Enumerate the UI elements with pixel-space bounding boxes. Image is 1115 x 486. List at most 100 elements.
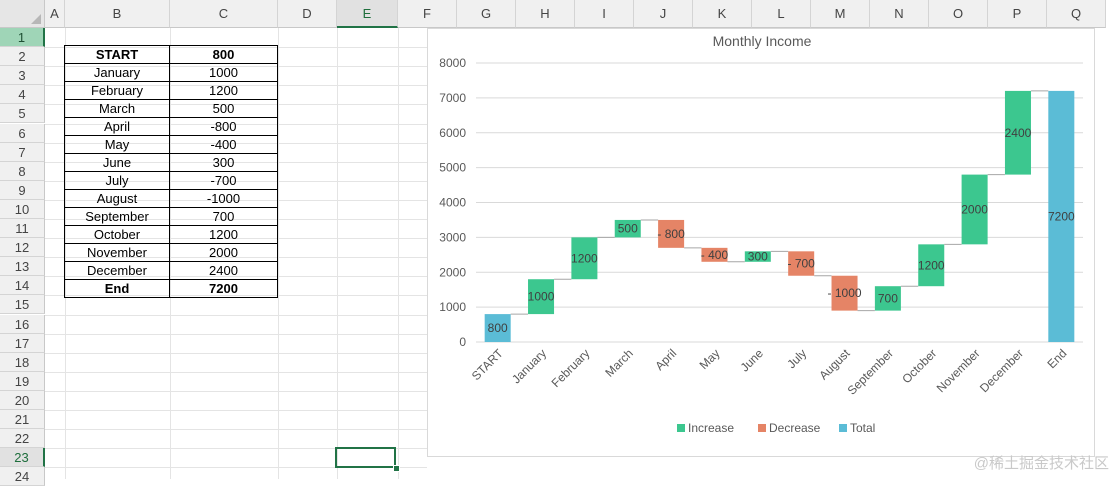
row-header-9[interactable]: 9 — [0, 180, 45, 200]
column-header-a[interactable]: A — [45, 0, 65, 28]
row-header-2[interactable]: 2 — [0, 47, 45, 67]
row-header-19[interactable]: 19 — [0, 371, 45, 391]
cell-month-label[interactable]: January — [64, 63, 170, 82]
cell-month-label[interactable]: August — [64, 189, 170, 208]
row-header-24[interactable]: 24 — [0, 467, 45, 486]
cell-month-label[interactable]: April — [64, 117, 170, 136]
row-header-14[interactable]: 14 — [0, 276, 45, 296]
cell-value[interactable]: 300 — [169, 153, 278, 172]
row-header-10[interactable]: 10 — [0, 199, 45, 219]
row-header-5[interactable]: 5 — [0, 104, 45, 124]
row-header-11[interactable]: 11 — [0, 219, 45, 239]
column-header-d[interactable]: D — [278, 0, 337, 28]
column-header-f[interactable]: F — [398, 0, 457, 28]
cell-month-label[interactable]: September — [64, 207, 170, 226]
y-tick-label: 2000 — [439, 265, 466, 279]
cell-value[interactable]: 700 — [169, 207, 278, 226]
row-header-15[interactable]: 15 — [0, 295, 45, 315]
column-header-l[interactable]: L — [752, 0, 811, 28]
column-header-e[interactable]: E — [337, 0, 398, 28]
bar-data-label: 800 — [488, 321, 508, 335]
cell-month-label[interactable]: July — [64, 171, 170, 190]
cell-value[interactable]: -400 — [169, 135, 278, 154]
table-row: December 2400 — [64, 261, 278, 280]
column-header-p[interactable]: P — [988, 0, 1047, 28]
row-header-23[interactable]: 23 — [0, 448, 45, 468]
active-cell-e23[interactable] — [335, 447, 396, 468]
watermark-text: @稀土掘金技术社区 — [973, 455, 1109, 472]
select-all-corner[interactable] — [0, 0, 45, 28]
table-row: START 800 — [64, 45, 278, 64]
column-header-j[interactable]: J — [634, 0, 693, 28]
cell-month-label[interactable]: February — [64, 81, 170, 100]
row-header-18[interactable]: 18 — [0, 352, 45, 372]
cell-value[interactable]: 1000 — [169, 63, 278, 82]
row-header-6[interactable]: 6 — [0, 123, 45, 143]
cell-value[interactable]: 2400 — [169, 261, 278, 280]
cell-value[interactable]: 1200 — [169, 225, 278, 244]
column-header-i[interactable]: I — [575, 0, 634, 28]
table-row: September 700 — [64, 207, 278, 226]
row-header-1[interactable]: 1 — [0, 28, 45, 48]
cell-value[interactable]: 500 — [169, 99, 278, 118]
cell-month-label[interactable]: End — [64, 279, 170, 298]
waterfall-bar — [614, 219, 641, 238]
cell-month-label[interactable]: March — [64, 99, 170, 118]
y-tick-label: 4000 — [439, 196, 466, 210]
cell-value[interactable]: -700 — [169, 171, 278, 190]
waterfall-bar — [961, 174, 988, 245]
row-header-12[interactable]: 12 — [0, 238, 45, 258]
column-header-m[interactable]: M — [811, 0, 870, 28]
row-header-17[interactable]: 17 — [0, 333, 45, 353]
cell-month-label[interactable]: November — [64, 243, 170, 262]
row-header-22[interactable]: 22 — [0, 429, 45, 449]
table-row: February 1200 — [64, 81, 278, 100]
cell-month-label[interactable]: June — [64, 153, 170, 172]
row-header-16[interactable]: 16 — [0, 314, 45, 334]
row-gridline — [45, 352, 427, 354]
y-tick-label: 3000 — [439, 230, 466, 244]
column-header-b[interactable]: B — [65, 0, 170, 28]
select-all-triangle-icon — [31, 14, 41, 24]
column-header-k[interactable]: K — [693, 0, 752, 28]
cell-value[interactable]: 800 — [169, 45, 278, 64]
y-tick-label: 8000 — [439, 56, 466, 70]
cell-value[interactable]: -800 — [169, 117, 278, 136]
cell-month-label[interactable]: START — [64, 45, 170, 64]
waterfall-chart[interactable]: Monthly Income 0 1000 2000 3000 4000 5000 6000… — [427, 28, 1095, 457]
column-header-h[interactable]: H — [516, 0, 575, 28]
cell-month-label[interactable]: May — [64, 135, 170, 154]
bar-data-label: - 400 — [701, 248, 729, 262]
cell-value[interactable]: -1000 — [169, 189, 278, 208]
row-header-3[interactable]: 3 — [0, 66, 45, 86]
row-header-4[interactable]: 4 — [0, 85, 45, 105]
x-tick-label: October — [899, 346, 939, 386]
cell-value[interactable]: 2000 — [169, 243, 278, 262]
y-tick-label: 7000 — [439, 91, 466, 105]
column-header-c[interactable]: C — [170, 0, 278, 28]
column-header-o[interactable]: O — [929, 0, 988, 28]
row-header-8[interactable]: 8 — [0, 161, 45, 181]
column-header-n[interactable]: N — [870, 0, 929, 28]
row-header-20[interactable]: 20 — [0, 390, 45, 410]
row-gridline — [45, 429, 427, 431]
column-header-q[interactable]: Q — [1047, 0, 1106, 28]
cell-value[interactable]: 7200 — [169, 279, 278, 298]
fill-handle[interactable] — [393, 465, 400, 472]
column-header-g[interactable]: G — [457, 0, 516, 28]
y-tick-label: 0 — [459, 335, 466, 349]
cell-value[interactable]: 1200 — [169, 81, 278, 100]
bar-data-label: - 1000 — [828, 286, 862, 300]
column-gridline — [337, 28, 338, 479]
row-header-13[interactable]: 13 — [0, 257, 45, 277]
legend-label-total: Total — [850, 421, 875, 435]
y-tick-label: 5000 — [439, 161, 466, 175]
table-row: January 1000 — [64, 63, 278, 82]
x-tick-label: May — [697, 346, 723, 372]
row-header-21[interactable]: 21 — [0, 410, 45, 430]
bar-data-label: 7200 — [1048, 209, 1075, 223]
cell-month-label[interactable]: December — [64, 261, 170, 280]
row-header-7[interactable]: 7 — [0, 142, 45, 162]
cell-month-label[interactable]: October — [64, 225, 170, 244]
x-tick-label: June — [738, 346, 767, 375]
